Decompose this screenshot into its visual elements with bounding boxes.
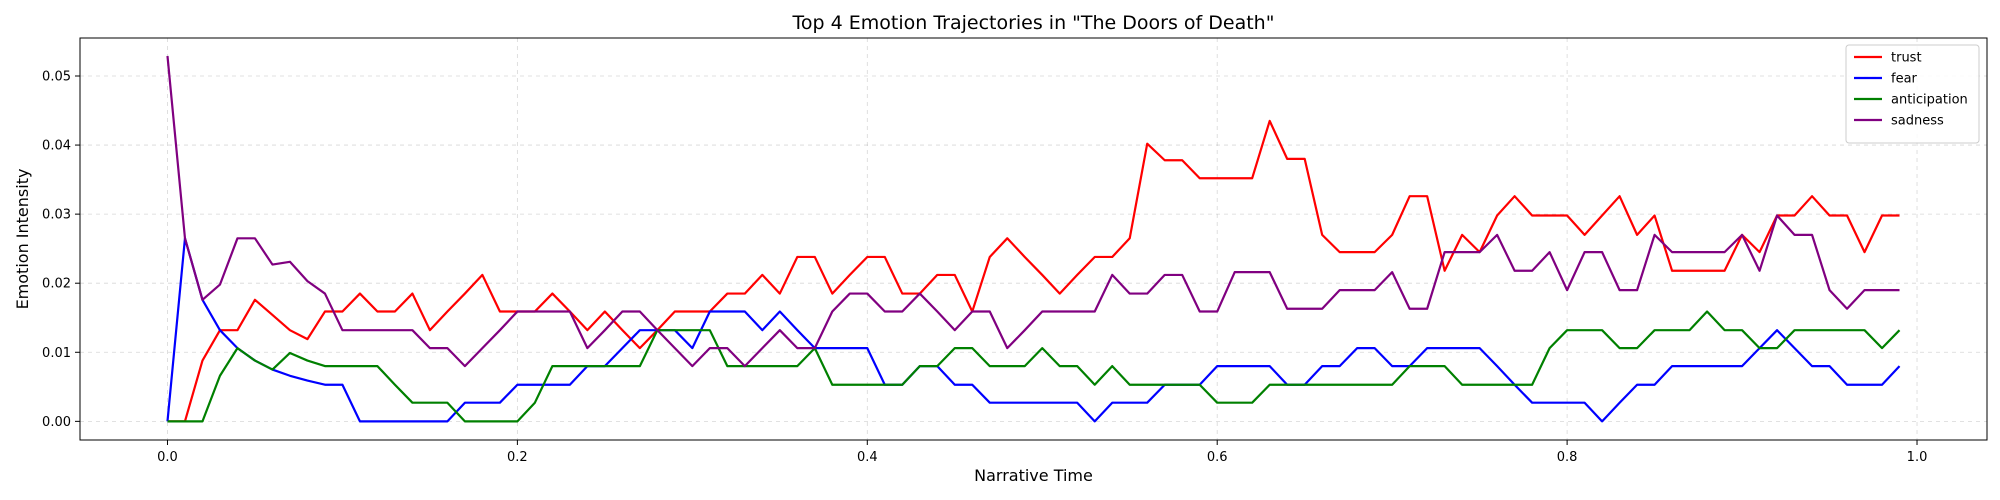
series-lines — [166, 55, 1901, 423]
x-tick-label: 0.2 — [507, 450, 528, 465]
plot-frame — [79, 37, 1988, 441]
series-line-sadness — [166, 55, 1900, 368]
legend: trust fear anticipation sadness — [1845, 44, 1980, 144]
y-axis-label: Emotion Intensity — [13, 169, 32, 310]
x-tick-label: 1.0 — [1907, 450, 1928, 465]
y-tick-label: 0.02 — [42, 277, 71, 292]
y-tick-label: 0.05 — [42, 69, 71, 84]
x-axis-label: Narrative Time — [974, 466, 1093, 485]
x-tick-label: 0.0 — [157, 450, 178, 465]
series-line-trust — [167, 119, 1900, 423]
chart-title: Top 4 Emotion Trajectories in "The Doors… — [792, 12, 1275, 34]
x-tick-label: 0.8 — [1557, 450, 1578, 465]
y-tick-label: 0.04 — [42, 139, 71, 154]
legend-box — [1845, 44, 1980, 144]
axis-ticks: 0.0 0.2 0.4 0.6 0.8 1.0 0.00 0.01 0.02 0.03 0.04 0.… — [42, 69, 1927, 465]
y-tick-label: 0.03 — [42, 208, 71, 223]
legend-label-trust: trust — [1891, 51, 1922, 66]
y-tick-label: 0.01 — [42, 346, 71, 361]
y-tick-label: 0.00 — [42, 415, 71, 430]
x-tick-label: 0.6 — [1207, 450, 1228, 465]
legend-label-anticipation: anticipation — [1891, 93, 1968, 108]
legend-label-fear: fear — [1891, 72, 1918, 87]
series-line-anticipation — [167, 310, 1901, 423]
legend-label-sadness: sadness — [1891, 114, 1944, 129]
grid — [80, 38, 1987, 440]
x-tick-label: 0.4 — [857, 450, 878, 465]
